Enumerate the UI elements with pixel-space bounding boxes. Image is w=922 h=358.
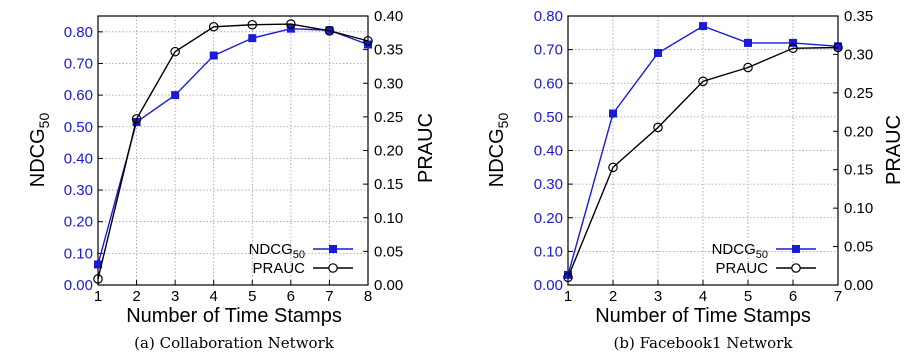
left-axis-tick-label: 0.50 — [534, 109, 563, 126]
x-axis-tick-label: 1 — [94, 288, 102, 305]
data-point-ndcg — [654, 49, 662, 57]
right-axis-tick-label: 0.15 — [844, 162, 873, 179]
x-axis-tick-label: 3 — [654, 288, 662, 305]
left-axis-label-text: NDCG — [27, 128, 49, 187]
left-axis-tick-label: 0.30 — [64, 182, 93, 199]
x-axis-label: Number of Time Stamps — [126, 305, 342, 327]
legend-marker-prauc — [329, 264, 337, 272]
chart-caption: (b) Facebook1 Network — [614, 334, 794, 352]
right-axis-tick-label: 0.00 — [844, 277, 873, 294]
legend-marker-prauc — [792, 264, 800, 272]
x-axis-tick-label: 8 — [364, 288, 372, 305]
right-axis-tick-label: 0.25 — [374, 109, 403, 126]
right-axis-tick-label: 0.35 — [844, 8, 873, 25]
left-axis-tick-label: 0.60 — [64, 87, 93, 104]
series-line-prauc — [568, 48, 838, 278]
data-point-ndcg — [171, 91, 179, 99]
left-axis-label: NDCG50 — [486, 113, 511, 188]
x-axis-tick-label: 7 — [834, 288, 842, 305]
right-axis-tick-label: 0.10 — [844, 200, 873, 217]
right-axis-tick-label: 0.40 — [374, 8, 403, 25]
left-axis-tick-label: 0.70 — [64, 55, 93, 72]
x-axis-tick-label: 4 — [699, 288, 707, 305]
right-axis-label: PRAUC — [415, 113, 437, 183]
right-axis-tick-label: 0.20 — [844, 123, 873, 140]
data-point-ndcg — [210, 52, 218, 60]
left-axis-tick-label: 0.80 — [64, 24, 93, 41]
left-axis-label: NDCG50 — [27, 113, 52, 188]
left-axis-tick-label: 0.00 — [64, 277, 93, 294]
plot-frame — [98, 16, 368, 285]
data-point-ndcg — [699, 22, 707, 30]
x-axis-tick-label: 6 — [287, 288, 295, 305]
left-axis-label-subscript: 50 — [495, 113, 511, 129]
left-axis-tick-label: 0.10 — [534, 243, 563, 260]
right-axis-label: PRAUC — [883, 115, 905, 185]
x-axis-tick-label: 1 — [564, 288, 572, 305]
right-axis-tick-label: 0.30 — [844, 46, 873, 63]
series-line-prauc — [98, 24, 368, 279]
chart-caption: (a) Collaboration Network — [134, 334, 335, 352]
legend-marker-ndcg — [792, 245, 800, 253]
left-axis-tick-label: 0.60 — [534, 75, 563, 92]
x-axis-label: Number of Time Stamps — [595, 305, 811, 327]
right-axis-tick-label: 0.05 — [374, 243, 403, 260]
right-axis-tick-label: 0.10 — [374, 210, 403, 227]
right-axis-tick-label: 0.30 — [374, 75, 403, 92]
left-axis-label-text: NDCG — [486, 128, 508, 187]
left-axis-tick-label: 0.50 — [64, 119, 93, 136]
left-axis-label-subscript: 50 — [36, 113, 52, 129]
left-axis-tick-label: 0.20 — [64, 214, 93, 231]
x-axis-tick-label: 5 — [248, 288, 256, 305]
left-axis-tick-label: 0.40 — [64, 150, 93, 167]
right-axis-tick-label: 0.35 — [374, 42, 403, 59]
data-point-ndcg — [248, 34, 256, 42]
right-axis-tick-label: 0.15 — [374, 176, 403, 193]
right-axis-tick-label: 0.00 — [374, 277, 403, 294]
legend-label-ndcg: NDCG50 — [712, 241, 768, 261]
left-axis-tick-label: 0.40 — [534, 143, 563, 160]
left-axis-tick-label: 0.10 — [64, 245, 93, 262]
legend-label-ndcg: NDCG50 — [249, 241, 305, 261]
x-axis-tick-label: 2 — [132, 288, 140, 305]
x-axis-tick-label: 4 — [210, 288, 218, 305]
left-axis-tick-label: 0.70 — [534, 42, 563, 59]
series-line-ndcg — [98, 29, 368, 265]
legend-label-ndcg-text: NDCG — [712, 241, 756, 258]
left-axis-tick-label: 0.30 — [534, 176, 563, 193]
x-axis-tick-label: 2 — [609, 288, 617, 305]
legend-marker-ndcg — [329, 245, 337, 253]
data-point-ndcg — [609, 110, 617, 118]
x-axis-tick-label: 3 — [171, 288, 179, 305]
left-axis-tick-label: 0.20 — [534, 210, 563, 227]
chart-panel-facebook1: 0.00 0.10 0.20 0.30 0.40 0.50 0.60 0.70 0.80 0.00… — [486, 8, 905, 352]
right-axis-tick-label: 0.05 — [844, 239, 873, 256]
x-axis-tick-label: 6 — [789, 288, 797, 305]
right-axis-tick-label: 0.25 — [844, 85, 873, 102]
right-axis-tick-label: 0.20 — [374, 143, 403, 160]
left-axis-tick-label: 0.80 — [534, 8, 563, 25]
data-point-ndcg — [744, 39, 752, 47]
chart-panel-collaboration: 0.00 0.10 0.20 0.30 0.40 0.50 0.60 0.70 0.80 0.00… — [27, 8, 437, 352]
legend-label-prauc: PRAUC — [252, 260, 305, 277]
legend-label-prauc: PRAUC — [715, 260, 768, 277]
left-axis-tick-label: 0.00 — [534, 277, 563, 294]
legend-label-ndcg-text: NDCG — [249, 241, 293, 258]
x-axis-tick-label: 7 — [325, 288, 333, 305]
x-axis-tick-label: 5 — [744, 288, 752, 305]
